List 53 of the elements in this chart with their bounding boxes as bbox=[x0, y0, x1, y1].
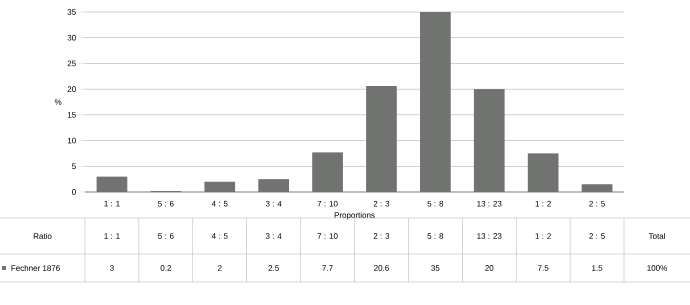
category-label: 3 : 4 bbox=[266, 233, 282, 239]
y-tick-label: 0 bbox=[72, 189, 76, 195]
y-tick-label: 15 bbox=[68, 112, 76, 118]
bar bbox=[312, 152, 343, 192]
y-tick-label: 30 bbox=[68, 34, 76, 41]
bar bbox=[582, 184, 612, 192]
x-tick-label: 2 : 3 bbox=[374, 200, 390, 207]
category-label: 1 : 2 bbox=[536, 233, 551, 239]
y-tick-label: 35 bbox=[68, 9, 76, 15]
category-label: 2 : 5 bbox=[589, 233, 605, 239]
data-label: 1.5 bbox=[592, 265, 602, 271]
x-tick-label: 1 : 1 bbox=[104, 200, 120, 206]
y-tick-label: 25 bbox=[68, 60, 76, 66]
data-label: 3 bbox=[110, 265, 114, 271]
category-label: 5 : 6 bbox=[158, 233, 174, 239]
x-tick-label: 2 : 5 bbox=[589, 200, 605, 207]
data-label: 2 bbox=[218, 265, 222, 271]
legend-label: Fechner 1876 bbox=[12, 265, 60, 271]
x-tick-label: 3 : 4 bbox=[266, 200, 282, 207]
bar bbox=[258, 179, 290, 192]
x-tick-label: 5 : 6 bbox=[158, 200, 174, 207]
x-tick-label: 1 : 2 bbox=[536, 200, 551, 206]
y-tick-label: 20 bbox=[68, 86, 76, 92]
x-tick-label: 5 : 8 bbox=[428, 200, 444, 207]
bar bbox=[96, 176, 128, 192]
category-label: 5 : 8 bbox=[428, 233, 444, 239]
category-label: 1 : 1 bbox=[104, 233, 120, 239]
x-tick-label: 13 : 23 bbox=[477, 200, 502, 207]
text: Ratio bbox=[34, 233, 52, 239]
category-label: 2 : 3 bbox=[374, 233, 390, 239]
text: Total bbox=[648, 233, 665, 239]
bar bbox=[420, 12, 451, 192]
bar bbox=[474, 89, 505, 192]
category-label: 7 : 10 bbox=[318, 233, 338, 239]
y-tick-label: 10 bbox=[68, 138, 76, 144]
data-label: 20.6 bbox=[374, 265, 389, 271]
category-label: 13 : 23 bbox=[477, 233, 502, 239]
data-label: 0.2 bbox=[160, 265, 172, 271]
data-label: 35 bbox=[431, 265, 440, 271]
text: 100% bbox=[647, 265, 667, 271]
y-tick-label: 5 bbox=[72, 163, 76, 170]
data-label: 20 bbox=[485, 265, 494, 271]
category-label: 4 : 5 bbox=[212, 233, 228, 239]
bar bbox=[204, 182, 236, 192]
x-tick-label: 4 : 5 bbox=[212, 200, 228, 206]
x-tick-label: 7 : 10 bbox=[318, 200, 338, 207]
bar bbox=[366, 86, 397, 192]
data-label: 7.5 bbox=[538, 265, 548, 271]
y-axis-title: % bbox=[54, 99, 62, 105]
data-label: 2.5 bbox=[268, 265, 279, 271]
x-axis-title: Proportions bbox=[334, 212, 375, 220]
bar bbox=[528, 153, 559, 192]
data-label: 7.7 bbox=[322, 265, 333, 271]
